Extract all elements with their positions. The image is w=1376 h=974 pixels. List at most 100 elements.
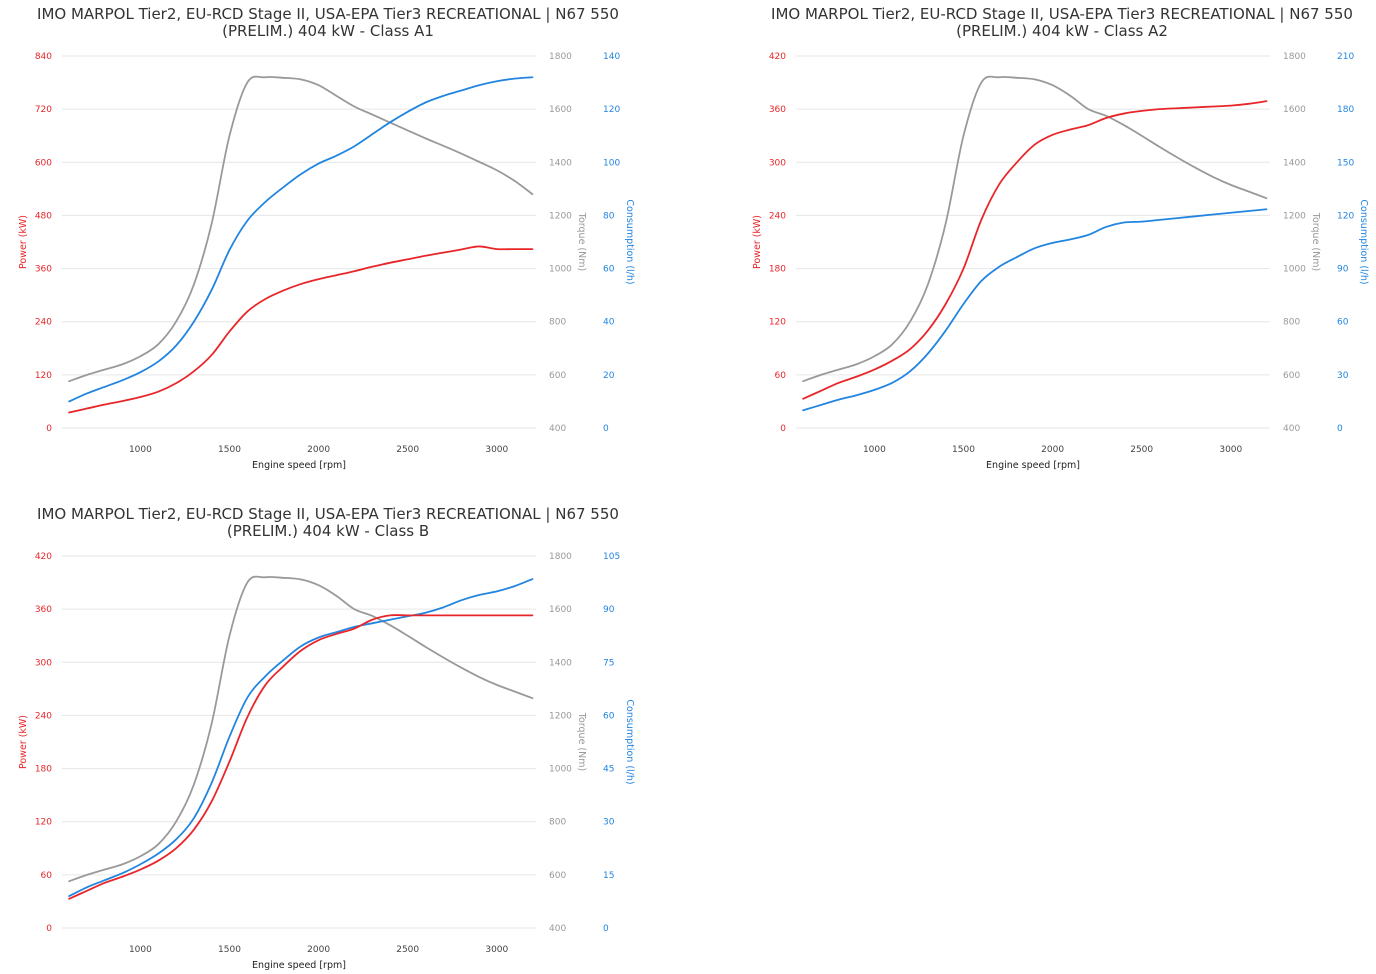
consumption-series xyxy=(68,76,534,403)
power-axis-title: Power (kW) xyxy=(18,215,29,269)
x-tick-label: 1000 xyxy=(129,445,152,455)
torque-tick-label: 600 xyxy=(549,871,566,881)
x-axis-title: Engine speed [rpm] xyxy=(252,960,346,971)
torque-tick-label: 1800 xyxy=(1283,52,1306,62)
consumption-axis-title: Consumption (l/h) xyxy=(1358,199,1369,284)
consumption-series xyxy=(802,208,1268,412)
power-tick-label: 120 xyxy=(769,318,786,328)
x-tick-label: 1500 xyxy=(218,945,241,955)
consumption-tick-label: 60 xyxy=(603,711,615,721)
chart-title: IMO MARPOL Tier2, EU-RCD Stage II, USA-E… xyxy=(734,6,1376,40)
torque-series xyxy=(68,575,534,883)
consumption-axis-title: Consumption (l/h) xyxy=(624,199,635,284)
x-axis-title: Engine speed [rpm] xyxy=(986,460,1080,471)
power-tick-label: 480 xyxy=(35,211,52,221)
torque-tick-label: 400 xyxy=(549,924,566,934)
consumption-series xyxy=(68,578,534,898)
power-tick-label: 60 xyxy=(41,871,53,881)
torque-tick-label: 1000 xyxy=(549,765,572,775)
chart-title-line-1: IMO MARPOL Tier2, EU-RCD Stage II, USA-E… xyxy=(37,505,619,523)
consumption-tick-label: 150 xyxy=(1337,158,1354,168)
consumption-tick-label: 140 xyxy=(603,52,620,62)
torque-axis-title: Torque (Nm) xyxy=(576,212,587,271)
x-tick-label: 3000 xyxy=(1219,445,1242,455)
chart-title-line-1: IMO MARPOL Tier2, EU-RCD Stage II, USA-E… xyxy=(37,5,619,23)
chart-title-line-2: (PRELIM.) 404 kW - Class B xyxy=(226,522,430,540)
power-tick-label: 300 xyxy=(769,158,786,168)
x-tick-label: 2500 xyxy=(396,445,419,455)
torque-axis: 400 600 800 1000 1200 1400 1600 1800 Torque (Nm) xyxy=(549,52,587,434)
consumption-tick-label: 30 xyxy=(1337,371,1349,381)
x-tick-label: 2000 xyxy=(1041,445,1064,455)
chart-title-line-1: IMO MARPOL Tier2, EU-RCD Stage II, USA-E… xyxy=(771,5,1353,23)
power-tick-label: 120 xyxy=(35,371,52,381)
x-tick-label: 3000 xyxy=(485,445,508,455)
consumption-tick-label: 30 xyxy=(603,818,615,828)
consumption-tick-label: 0 xyxy=(1337,424,1343,434)
chart-title: IMO MARPOL Tier2, EU-RCD Stage II, USA-E… xyxy=(0,6,656,40)
torque-series-line xyxy=(802,75,1268,383)
power-tick-label: 0 xyxy=(46,924,52,934)
x-tick-label: 2000 xyxy=(307,945,330,955)
power-tick-label: 360 xyxy=(35,605,52,615)
consumption-tick-label: 180 xyxy=(1337,105,1354,115)
consumption-tick-label: 60 xyxy=(603,265,615,275)
consumption-series-line xyxy=(68,578,534,898)
power-tick-label: 240 xyxy=(35,711,52,721)
power-tick-label: 420 xyxy=(769,52,786,62)
consumption-tick-label: 60 xyxy=(1337,318,1349,328)
consumption-tick-label: 90 xyxy=(1337,265,1349,275)
power-series xyxy=(68,245,534,414)
x-axis-title: Engine speed [rpm] xyxy=(252,460,346,471)
power-tick-label: 180 xyxy=(35,765,52,775)
consumption-series-line xyxy=(802,208,1268,412)
torque-series xyxy=(802,75,1268,383)
x-tick-label: 1000 xyxy=(863,445,886,455)
power-axis: 0 60 120 180 240 300 360 420 Power (kW) xyxy=(752,52,786,434)
power-series-line xyxy=(68,245,534,414)
x-tick-label: 2500 xyxy=(1130,445,1153,455)
power-axis-title: Power (kW) xyxy=(752,215,763,269)
torque-tick-label: 1000 xyxy=(1283,265,1306,275)
x-axis: 1000 1500 2000 2500 3000 Engine speed [rpm] xyxy=(129,445,509,471)
power-axis: 0 120 240 360 480 600 720 840 Power (kW) xyxy=(18,52,52,434)
consumption-tick-label: 45 xyxy=(603,765,614,775)
consumption-tick-label: 15 xyxy=(603,871,614,881)
power-tick-label: 600 xyxy=(35,158,52,168)
power-tick-label: 240 xyxy=(35,318,52,328)
x-tick-label: 1500 xyxy=(952,445,975,455)
torque-tick-label: 1200 xyxy=(549,211,572,221)
torque-series xyxy=(68,75,534,383)
chart-class-b: IMO MARPOL Tier2, EU-RCD Stage II, USA-E… xyxy=(0,500,668,974)
gridlines xyxy=(62,555,536,929)
power-tick-label: 60 xyxy=(775,371,787,381)
torque-tick-label: 800 xyxy=(1283,318,1300,328)
power-tick-label: 0 xyxy=(46,424,52,434)
torque-tick-label: 400 xyxy=(1283,424,1300,434)
torque-tick-label: 800 xyxy=(549,818,566,828)
consumption-axis: 0 30 60 90 120 150 180 210 Consumption (l/h) xyxy=(1337,52,1369,434)
torque-tick-label: 600 xyxy=(1283,371,1300,381)
torque-tick-label: 1400 xyxy=(1283,158,1306,168)
torque-tick-label: 1600 xyxy=(549,605,572,615)
x-axis: 1000 1500 2000 2500 3000 Engine speed [rpm] xyxy=(129,945,509,971)
power-tick-label: 360 xyxy=(769,105,786,115)
consumption-tick-label: 0 xyxy=(603,424,609,434)
x-tick-label: 2500 xyxy=(396,945,419,955)
consumption-tick-label: 0 xyxy=(603,924,609,934)
chart-title-line-2: (PRELIM.) 404 kW - Class A1 xyxy=(222,22,434,40)
x-tick-label: 1500 xyxy=(218,445,241,455)
torque-tick-label: 400 xyxy=(549,424,566,434)
torque-axis-title: Torque (Nm) xyxy=(576,712,587,771)
torque-tick-label: 1200 xyxy=(549,711,572,721)
torque-tick-label: 1400 xyxy=(549,658,572,668)
x-tick-label: 2000 xyxy=(307,445,330,455)
power-tick-label: 120 xyxy=(35,818,52,828)
gridlines xyxy=(796,55,1270,429)
power-tick-label: 840 xyxy=(35,52,52,62)
power-series-line xyxy=(802,100,1268,400)
power-tick-label: 360 xyxy=(35,265,52,275)
torque-tick-label: 1800 xyxy=(549,552,572,562)
